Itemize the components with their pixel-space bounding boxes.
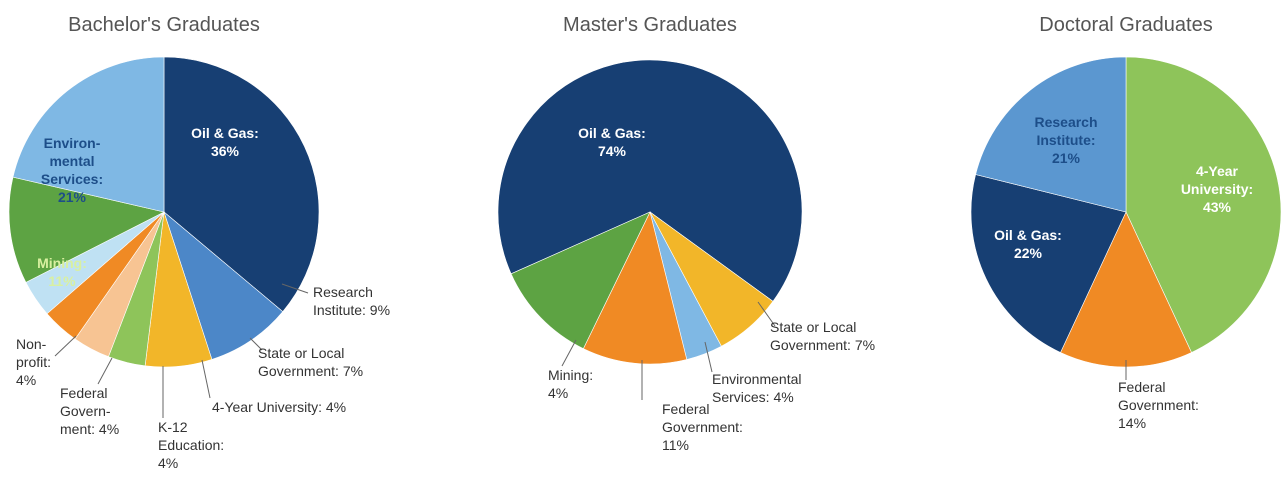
slice-label-line: Environmental bbox=[712, 371, 802, 387]
slice-label-line: Non- bbox=[16, 336, 47, 352]
slice-label-line: 74% bbox=[598, 143, 627, 159]
slice-label-line: University: bbox=[1181, 181, 1253, 197]
slice-label-line: Government: bbox=[1118, 397, 1199, 413]
chart-title: Master's Graduates bbox=[563, 14, 737, 36]
slice-label-line: 21% bbox=[58, 189, 87, 205]
slice-label-line: Oil & Gas: bbox=[578, 125, 646, 141]
pie-slice bbox=[1125, 56, 1282, 353]
slice-label-line: Oil & Gas: bbox=[191, 125, 259, 141]
slice-label-line: mental bbox=[49, 153, 94, 169]
slice-label-line: Government: 7% bbox=[258, 363, 363, 379]
pie-slice bbox=[12, 56, 165, 213]
slice-label: Federal Government: 14% bbox=[1118, 379, 1199, 431]
leader-line bbox=[97, 357, 113, 385]
leader-line bbox=[54, 335, 77, 357]
slice-label-line: 36% bbox=[211, 143, 240, 159]
slice-label-line: 4-Year University: 4% bbox=[212, 399, 346, 415]
leader-line bbox=[201, 359, 211, 399]
slice-label-line: ment: 4% bbox=[60, 421, 119, 437]
slice-label-line: State or Local bbox=[258, 345, 344, 361]
pie-slice bbox=[8, 176, 165, 283]
slice-label: 4-Year University: 4% bbox=[212, 399, 346, 415]
slice-label-line: 22% bbox=[1014, 245, 1043, 261]
slice-label-line: Environ- bbox=[44, 135, 101, 151]
leader-line bbox=[757, 301, 776, 327]
slice-label-line: 11% bbox=[48, 273, 76, 289]
leader-line bbox=[704, 341, 713, 373]
slice-label-line: Federal bbox=[1118, 379, 1165, 395]
slice-label-line: Institute: bbox=[1036, 132, 1095, 148]
slice-label-line: 4% bbox=[548, 385, 568, 401]
slice-label-line: Institute: 9% bbox=[313, 302, 390, 318]
slice-label: Federal Government: 11% bbox=[662, 401, 743, 453]
slice-label: Oil & Gas: 22% bbox=[994, 227, 1062, 261]
pie-slice bbox=[497, 59, 803, 302]
slice-label-line: State or Local bbox=[770, 319, 856, 335]
slice-label-line: Services: 4% bbox=[712, 389, 794, 405]
slice-label: K-12 Education: 4% bbox=[158, 419, 224, 471]
slice-label-line: 4% bbox=[158, 455, 178, 471]
slice-label: 4-Year University: 43% bbox=[1181, 163, 1253, 215]
slice-label-line: 4% bbox=[16, 372, 36, 388]
slice-label-line: K-12 bbox=[158, 419, 188, 435]
slice-label-line: Govern- bbox=[60, 403, 111, 419]
slice-label: Research Institute: 21% bbox=[1034, 114, 1097, 166]
pie-slice bbox=[970, 174, 1127, 353]
slice-label-line: 21% bbox=[1052, 150, 1081, 166]
slice-label-line: Research bbox=[313, 284, 373, 300]
slice-label: Environ-mental Services: 21% bbox=[41, 135, 103, 205]
pie-chart-2: Master's Graduates Oil & Gas: 74% State or … bbox=[497, 14, 875, 453]
leader-line bbox=[249, 337, 263, 351]
slice-label-line: Education: bbox=[158, 437, 224, 453]
slice-label-line: Federal bbox=[662, 401, 709, 417]
slice-label: Mining: 11% bbox=[37, 255, 87, 289]
slice-label-line: Research bbox=[1034, 114, 1097, 130]
slice-label: Research Institute: 9% bbox=[313, 284, 390, 318]
slice-label: Mining: 4% bbox=[548, 367, 593, 401]
pie-chart-1: Bachelor's Graduates Oil & Gas: 36% Researc… bbox=[8, 14, 390, 471]
slice-label: Non-profit: 4% bbox=[16, 336, 51, 388]
slice-label-line: Mining: bbox=[37, 255, 87, 271]
pie-slice bbox=[582, 211, 688, 365]
pie-slice bbox=[163, 56, 320, 313]
slice-label: State or Local Government: 7% bbox=[258, 345, 363, 379]
slice-label-line: 43% bbox=[1203, 199, 1232, 215]
leader-line bbox=[281, 283, 309, 294]
slice-label: State or Local Government: 7% bbox=[770, 319, 875, 353]
slice-label: Oil & Gas: 36% bbox=[191, 125, 259, 159]
pie-slice bbox=[510, 211, 651, 350]
slice-label-line: Government: 7% bbox=[770, 337, 875, 353]
pie-slice bbox=[163, 211, 284, 360]
slice-label-line: 11% bbox=[662, 437, 689, 453]
slice-label-line: 4-Year bbox=[1196, 163, 1239, 179]
pie-chart-3: Doctoral Graduates 4-Year University: 43% Fe… bbox=[970, 14, 1282, 431]
slice-label-line: Federal bbox=[60, 385, 107, 401]
slice-label: Federal Govern-ment: 4% bbox=[60, 385, 119, 437]
pie-slice bbox=[975, 56, 1127, 213]
slice-label-line: Oil & Gas: bbox=[994, 227, 1062, 243]
slice-label-line: Services: bbox=[41, 171, 103, 187]
slice-label-line: Mining: bbox=[548, 367, 593, 383]
slice-label-line: 14% bbox=[1118, 415, 1146, 431]
leader-line bbox=[561, 339, 577, 367]
slice-label: Environmental Services: 4% bbox=[712, 371, 802, 405]
slice-label: Oil & Gas: 74% bbox=[578, 125, 646, 159]
chart-title: Bachelor's Graduates bbox=[68, 14, 260, 36]
slice-label-line: Government: bbox=[662, 419, 743, 435]
slice-label-line: profit: bbox=[16, 354, 51, 370]
chart-title: Doctoral Graduates bbox=[1039, 14, 1212, 36]
